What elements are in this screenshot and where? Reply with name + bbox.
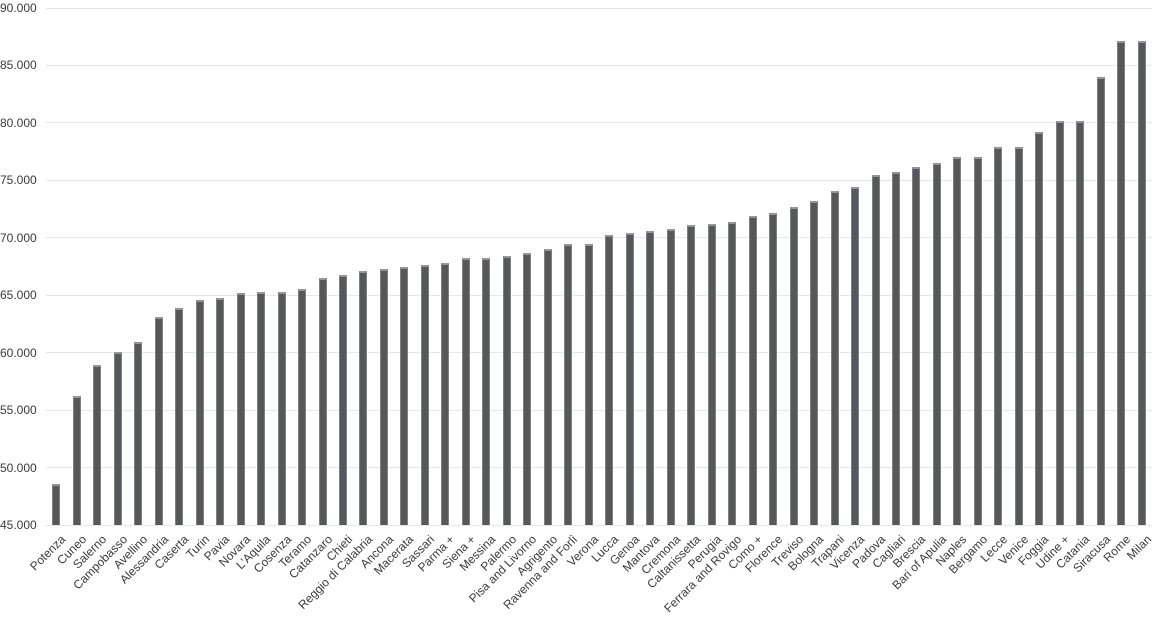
y-axis-tick-label: 45.000 xyxy=(0,518,37,532)
gridline xyxy=(46,179,1152,181)
bar xyxy=(789,206,798,525)
gridline xyxy=(46,524,1152,526)
bar xyxy=(1117,41,1126,525)
gridline xyxy=(46,294,1152,296)
bar xyxy=(441,263,450,525)
bar xyxy=(134,342,143,525)
gridline xyxy=(46,64,1152,66)
bar xyxy=(748,215,757,525)
y-axis-tick-label: 50.000 xyxy=(0,460,37,475)
bar xyxy=(932,163,941,525)
bar xyxy=(523,252,532,525)
y-axis-tick-label: 85.000 xyxy=(0,58,37,73)
bar xyxy=(72,396,81,525)
y-axis-tick-label: 70.000 xyxy=(0,230,37,245)
bar xyxy=(728,221,737,525)
bar xyxy=(543,249,552,525)
bar xyxy=(584,243,593,525)
bar xyxy=(52,483,61,525)
bar xyxy=(851,187,860,525)
bar xyxy=(1035,132,1044,525)
y-axis-tick-label: 55.000 xyxy=(0,403,37,418)
bar xyxy=(195,299,204,525)
y-axis-tick-label: 75.000 xyxy=(0,173,37,188)
gridline xyxy=(46,122,1152,124)
bar xyxy=(154,317,163,525)
bar xyxy=(318,277,327,525)
bar xyxy=(564,243,573,525)
y-axis-tick-label: 80.000 xyxy=(0,115,37,130)
y-axis-tick-label: 60.000 xyxy=(0,345,37,360)
bar xyxy=(338,274,347,525)
bar xyxy=(646,230,655,525)
bar xyxy=(687,225,696,525)
bar xyxy=(1055,120,1064,525)
bar xyxy=(461,258,470,525)
bar xyxy=(830,190,839,525)
bar xyxy=(769,212,778,525)
gridline xyxy=(46,237,1152,239)
gridline xyxy=(46,352,1152,354)
gridline xyxy=(46,7,1152,9)
gridline xyxy=(46,467,1152,469)
bar xyxy=(175,307,184,525)
bar xyxy=(973,157,982,525)
bar xyxy=(625,233,634,525)
bar xyxy=(113,351,122,525)
y-axis-tick-label: 90.000 xyxy=(0,1,37,15)
bar xyxy=(400,266,409,525)
bar xyxy=(236,292,245,525)
bar xyxy=(605,235,614,525)
bar xyxy=(912,166,921,525)
y-axis-tick-label: 65.000 xyxy=(0,288,37,303)
bar xyxy=(891,172,900,525)
bar xyxy=(298,289,307,525)
bar xyxy=(420,265,429,525)
bar xyxy=(994,147,1003,525)
bar xyxy=(810,201,819,525)
bar xyxy=(707,223,716,525)
bar xyxy=(1137,41,1146,525)
bar xyxy=(93,365,102,525)
bar xyxy=(1014,147,1023,525)
bar xyxy=(502,256,511,525)
bar xyxy=(379,268,388,525)
gridline xyxy=(46,409,1152,411)
bar xyxy=(871,174,880,525)
bar xyxy=(216,297,225,525)
bar xyxy=(666,228,675,525)
bar xyxy=(1076,120,1085,525)
bar xyxy=(257,291,266,525)
bar xyxy=(1096,76,1105,525)
bar xyxy=(953,157,962,525)
bar xyxy=(359,271,368,525)
bar xyxy=(277,291,286,525)
bar xyxy=(482,258,491,525)
